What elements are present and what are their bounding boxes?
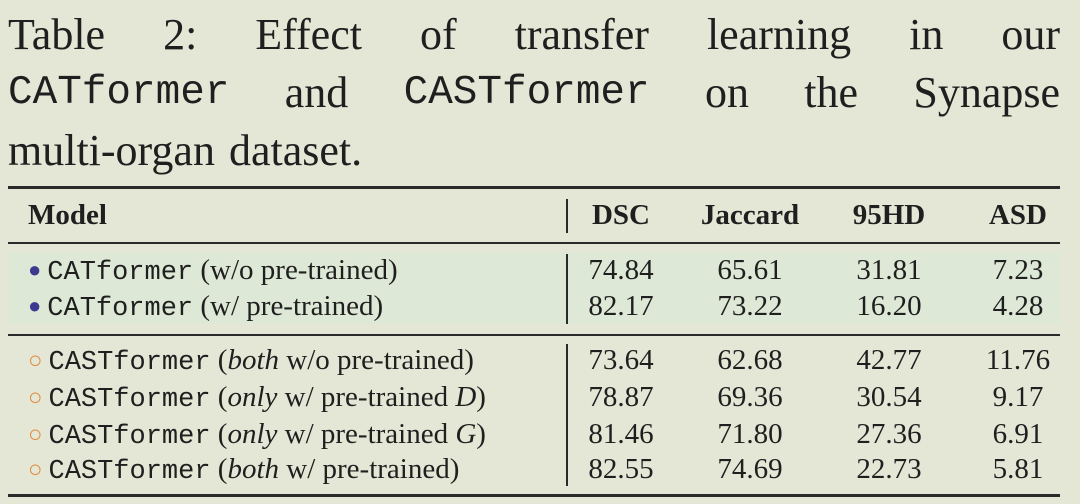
variant-text: ( — [210, 453, 228, 485]
cell-asd: 9.17 — [992, 381, 1044, 413]
cell-jaccard: 71.80 — [717, 418, 783, 450]
variant-italic: both — [227, 453, 280, 485]
model-name: CATformer — [47, 294, 194, 324]
table-caption: Table 2: Effect of transfer learning in … — [8, 6, 1060, 180]
open-circle-icon: ○ — [28, 385, 43, 411]
header-asd: ASD — [988, 199, 1047, 231]
caption-word: our — [1001, 10, 1060, 59]
cell-jaccard: 69.36 — [717, 381, 783, 413]
caption-word: learning — [706, 10, 852, 59]
caption-word: the — [804, 68, 859, 117]
table-header-row: Model DSC Jaccard 95HD ASD — [8, 197, 1060, 233]
header-column-divider — [566, 199, 568, 233]
table-row: ○ CASTformer (both w/o pre-trained) 73.64… — [8, 342, 1060, 378]
cell-dsc: 78.87 — [588, 381, 654, 413]
cell-asd: 6.91 — [992, 418, 1044, 450]
top-rule — [8, 186, 1060, 189]
caption-word: on — [704, 68, 749, 117]
cell-95hd: 27.36 — [856, 418, 922, 450]
model-name: CASTformer — [48, 457, 211, 487]
open-circle-icon: ○ — [28, 348, 43, 374]
caption-word: in — [909, 10, 944, 59]
cell-asd: 7.23 — [992, 254, 1044, 286]
caption-word: dataset. — [228, 126, 363, 175]
table-row: ○ CASTformer (both w/ pre-trained) 82.55 … — [8, 451, 1060, 487]
caption-line-2: CATformer and CASTformer on the Synapse — [8, 64, 1060, 122]
caption-word: Synapse — [913, 68, 1060, 117]
variant-text: w/o pre-trained) — [279, 344, 474, 376]
cell-dsc: 74.84 — [588, 254, 654, 286]
open-circle-icon: ○ — [28, 457, 43, 483]
variant-text: ( — [210, 418, 228, 450]
variant-text: w/ pre-trained) — [279, 453, 460, 485]
caption-model-name: CASTformer — [403, 70, 650, 116]
cell-dsc: 82.17 — [588, 290, 654, 322]
group2-column-divider — [566, 344, 568, 486]
variant-text: w/ pre-trained — [277, 418, 456, 450]
cell-asd: 5.81 — [992, 453, 1044, 485]
model-variant: (w/ pre-trained) — [193, 290, 384, 322]
caption-word: of — [419, 10, 457, 59]
model-name: CASTformer — [48, 385, 211, 415]
model-name: CATformer — [47, 258, 194, 288]
caption-word: multi-organ — [8, 126, 215, 175]
table-row: ○ CASTformer (only w/ pre-trained D) 78.8… — [8, 379, 1060, 415]
header-model: Model — [28, 199, 107, 231]
cell-jaccard: 62.68 — [717, 344, 783, 376]
header-95hd: 95HD — [852, 199, 926, 231]
table-row: ● CATformer (w/ pre-trained) 82.17 73.22 … — [8, 288, 1060, 324]
header-jaccard: Jaccard — [700, 199, 800, 231]
cell-dsc: 82.55 — [588, 453, 654, 485]
filled-circle-icon: ● — [28, 257, 42, 282]
cell-95hd: 31.81 — [856, 254, 922, 286]
group1-column-divider — [566, 254, 568, 324]
filled-circle-icon: ● — [28, 293, 42, 318]
group-rule — [8, 334, 1060, 336]
variant-italic: G — [455, 418, 477, 450]
caption-line-1: Table 2: Effect of transfer learning in … — [8, 6, 1060, 64]
caption-word: Effect — [255, 10, 362, 59]
open-circle-icon: ○ — [28, 422, 43, 448]
caption-word: 2: — [163, 10, 198, 59]
model-variant: (w/o pre-trained) — [193, 254, 398, 286]
cell-95hd: 22.73 — [856, 453, 922, 485]
table-row: ● CATformer (w/o pre-trained) 74.84 65.61… — [8, 252, 1060, 288]
caption-model-name: CATformer — [8, 70, 230, 116]
caption-word: Table — [8, 10, 106, 59]
variant-text: ) — [476, 381, 486, 413]
variant-text: w/ pre-trained — [277, 381, 456, 413]
cell-dsc: 81.46 — [588, 418, 654, 450]
bottom-rule — [8, 494, 1060, 497]
variant-italic: D — [455, 381, 477, 413]
cell-95hd: 30.54 — [856, 381, 922, 413]
cell-jaccard: 73.22 — [717, 290, 783, 322]
cell-95hd: 16.20 — [856, 290, 922, 322]
header-dsc: DSC — [591, 199, 650, 231]
cell-95hd: 42.77 — [856, 344, 922, 376]
cell-jaccard: 65.61 — [717, 254, 783, 286]
variant-text: ) — [476, 418, 486, 450]
variant-text: ( — [210, 381, 228, 413]
cell-jaccard: 74.69 — [717, 453, 783, 485]
variant-italic: both — [227, 344, 280, 376]
variant-italic: only — [227, 418, 278, 450]
caption-word: and — [284, 68, 349, 117]
model-name: CASTformer — [48, 348, 211, 378]
variant-text: ( — [210, 344, 228, 376]
cell-asd: 11.76 — [985, 344, 1051, 376]
variant-italic: only — [227, 381, 278, 413]
table-row: ○ CASTformer (only w/ pre-trained G) 81.4… — [8, 416, 1060, 452]
caption-word: transfer — [514, 10, 649, 59]
header-rule — [8, 242, 1060, 244]
model-name: CASTformer — [48, 422, 211, 452]
cell-dsc: 73.64 — [588, 344, 654, 376]
caption-line-3: multi-organ dataset. — [8, 122, 1060, 180]
cell-asd: 4.28 — [992, 290, 1044, 322]
